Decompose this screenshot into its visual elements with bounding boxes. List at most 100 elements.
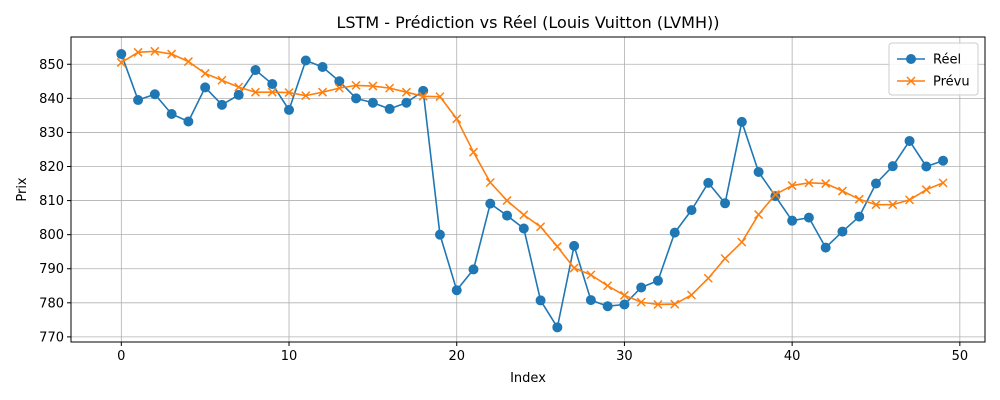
series-prevu-point-stroke — [754, 210, 764, 220]
series-prevu-point-stroke — [334, 83, 344, 93]
series-prevu-point-stroke — [787, 181, 797, 191]
series-prevu-point — [351, 80, 361, 90]
series-prevu-point — [586, 270, 596, 280]
series-prevu-point — [217, 75, 227, 85]
series-prevu-point — [536, 222, 546, 232]
series-prevu-point — [401, 87, 411, 97]
legend-item-reel: Réel — [897, 53, 961, 68]
series-prevu-point-stroke — [854, 194, 864, 204]
series-prevu-point — [368, 81, 378, 91]
x-tick-label: 50 — [952, 349, 969, 364]
series-reel-point — [351, 93, 362, 104]
series-reel-point — [367, 97, 378, 108]
series-prevu-point-stroke — [804, 178, 814, 188]
series-reel-point — [216, 99, 227, 110]
series-prevu-point — [485, 177, 495, 188]
series-reel-point — [451, 285, 462, 296]
series-prevu-point — [234, 82, 244, 92]
series-prevu-point — [619, 290, 629, 300]
y-axis-title: Prix — [15, 177, 30, 202]
grid — [71, 37, 985, 342]
series-prevu-point — [636, 297, 646, 307]
series-prevu-point-stroke — [284, 88, 294, 98]
series-reel-point — [720, 198, 731, 209]
plot-frame — [70, 36, 986, 343]
y-tick-label: 830 — [39, 126, 64, 141]
series-prevu-point-stroke — [536, 222, 546, 232]
series-reel-point — [736, 116, 747, 127]
series-prevu-point — [267, 87, 277, 97]
series-prevu-point — [888, 200, 898, 210]
series-prevu-point-stroke — [502, 196, 512, 206]
series-reel-point — [485, 198, 496, 209]
series-prevu-point-stroke — [234, 82, 244, 92]
series-prevu-point — [754, 210, 764, 220]
y-tick-label: 770 — [39, 330, 64, 345]
series-reel-point — [116, 49, 127, 60]
series-prevu-point — [385, 83, 395, 93]
series-prevu-point — [569, 263, 579, 273]
series-prevu-point — [821, 179, 831, 189]
series-reel-point — [502, 210, 513, 221]
series-reel-point — [820, 242, 831, 253]
series-prevu-point — [552, 242, 562, 252]
series-prevu-point-stroke — [720, 253, 730, 264]
series-reel-point — [787, 215, 798, 226]
legend-label: Réel — [933, 53, 961, 68]
legend-item-prevu: Prévu — [897, 75, 970, 90]
series-reel-point — [284, 104, 295, 115]
series-reel-point — [703, 177, 714, 188]
series-prevu-point — [837, 186, 847, 196]
series-reel-point — [166, 109, 177, 120]
series-prevu-point-stroke — [519, 210, 529, 220]
series-prevu-point — [200, 68, 210, 78]
series-prevu-point-stroke — [686, 290, 697, 300]
y-tick-label: 840 — [39, 92, 64, 107]
series-reel-point — [686, 205, 697, 216]
series-prevu-point — [452, 114, 462, 124]
series-reel-point — [552, 322, 563, 333]
series-prevu-point-stroke — [200, 68, 210, 78]
series-prevu-point — [250, 87, 261, 97]
series-prevu-point-stroke — [703, 273, 713, 283]
series-prevu-point-stroke — [619, 290, 629, 300]
series-prevu-point-stroke — [267, 87, 277, 97]
series-reel-point — [887, 161, 898, 172]
series-prevu-point-stroke — [150, 46, 160, 56]
series-reel-line — [120, 53, 944, 329]
series-prevu-point-stroke — [250, 87, 261, 97]
legend-swatch-marker — [906, 54, 916, 64]
series-reel-point — [602, 301, 613, 312]
series-prevu-point-stroke — [133, 47, 143, 57]
series-prevu-point — [435, 92, 445, 102]
series-prevu-point-stroke — [368, 81, 378, 91]
chart-title: LSTM - Prédiction vs Réel (Louis Vuitton… — [336, 13, 719, 32]
series-prevu-point — [183, 57, 193, 67]
x-tick-label: 40 — [784, 349, 801, 364]
series-prevu-point-stroke — [435, 92, 445, 102]
legend: Réel Prévu — [888, 42, 979, 96]
series-reel-point — [200, 82, 211, 93]
series-prevu-point — [770, 189, 780, 199]
series-prevu-point — [116, 58, 126, 68]
series-prevu-point — [334, 83, 344, 93]
x-tick-label: 10 — [281, 349, 298, 364]
series-reel-point — [267, 79, 278, 90]
series-prevu-line — [120, 50, 944, 306]
series-prevu-point — [905, 195, 915, 205]
series-prevu-point — [703, 273, 713, 283]
series-prevu-point — [921, 185, 931, 195]
series-prevu-point — [686, 290, 697, 300]
series-prevu-point-stroke — [821, 179, 831, 189]
y-tick-label: 820 — [39, 160, 64, 175]
series-prevu-point — [502, 196, 512, 206]
series-reel-point — [938, 155, 949, 166]
series-reel-point — [334, 76, 345, 87]
series-prevu-point-stroke — [318, 87, 328, 97]
series-reel-point — [569, 240, 580, 251]
series-prevu-point — [653, 299, 663, 310]
series-prevu-point-stroke — [603, 281, 613, 291]
series-prevu-point — [468, 147, 479, 157]
series-prevu-point-stroke — [837, 186, 847, 196]
